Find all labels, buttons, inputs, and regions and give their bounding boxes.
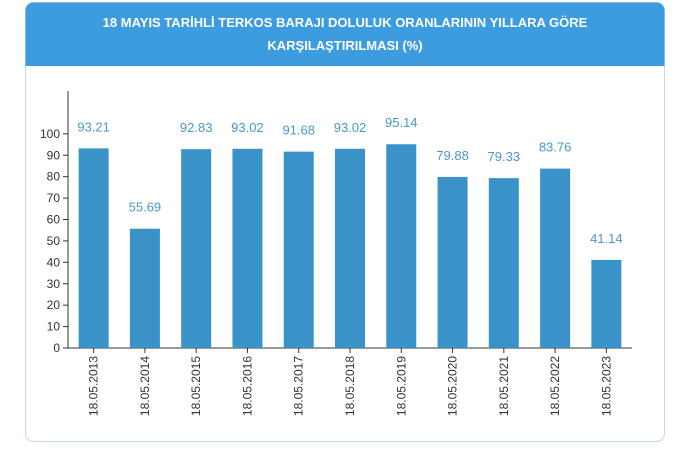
y-tick-label: 60 xyxy=(47,213,61,227)
bar xyxy=(540,168,571,348)
value-label: 55.69 xyxy=(129,200,162,215)
y-tick-label: 20 xyxy=(47,298,61,312)
value-label: 92.83 xyxy=(180,120,213,135)
x-tick-label: 18.05.2021 xyxy=(497,356,511,416)
x-tick-label: 18.05.2015 xyxy=(189,356,203,416)
y-tick-label: 70 xyxy=(47,191,61,205)
y-tick-label: 10 xyxy=(47,320,61,334)
bar xyxy=(181,149,212,348)
x-tick-label: 18.05.2016 xyxy=(240,356,254,416)
bar xyxy=(78,148,109,348)
value-label: 93.21 xyxy=(77,119,110,134)
y-tick-label: 90 xyxy=(47,148,61,162)
y-tick-label: 30 xyxy=(47,277,61,291)
value-label: 41.14 xyxy=(590,231,623,246)
chart-title: 18 MAYIS TARİHLİ TERKOS BARAJI DOLULUK O… xyxy=(103,15,588,30)
value-label: 79.33 xyxy=(488,149,521,164)
bar xyxy=(386,144,417,348)
x-tick-label: 18.05.2013 xyxy=(87,356,101,416)
bar xyxy=(335,148,365,348)
y-tick-label: 50 xyxy=(47,234,61,248)
x-tick-label: 18.05.2023 xyxy=(599,356,613,416)
y-tick-label: 100 xyxy=(40,127,60,141)
bar xyxy=(232,148,263,348)
bar xyxy=(488,178,519,348)
bar xyxy=(283,151,314,348)
bar xyxy=(129,228,160,348)
value-label: 93.02 xyxy=(231,120,264,135)
value-label: 79.88 xyxy=(436,148,469,163)
value-label: 93.02 xyxy=(334,120,367,135)
bar xyxy=(437,176,468,348)
y-tick-label: 80 xyxy=(47,170,61,184)
value-label: 83.76 xyxy=(539,140,572,155)
x-tick-label: 18.05.2022 xyxy=(548,356,562,416)
y-tick-label: 40 xyxy=(47,255,61,269)
bar xyxy=(591,259,622,348)
x-tick-label: 18.05.2020 xyxy=(446,356,460,416)
header xyxy=(25,2,665,66)
x-tick-label: 18.05.2017 xyxy=(292,356,306,416)
x-tick-label: 18.05.2014 xyxy=(138,356,152,416)
value-label: 91.68 xyxy=(282,123,315,138)
y-tick-label: 0 xyxy=(53,341,60,355)
chart-title: KARŞILAŞTIRILMASI (%) xyxy=(267,38,422,53)
x-tick-label: 18.05.2018 xyxy=(343,356,357,416)
x-tick-label: 18.05.2019 xyxy=(394,356,408,416)
value-label: 95.14 xyxy=(385,115,418,130)
